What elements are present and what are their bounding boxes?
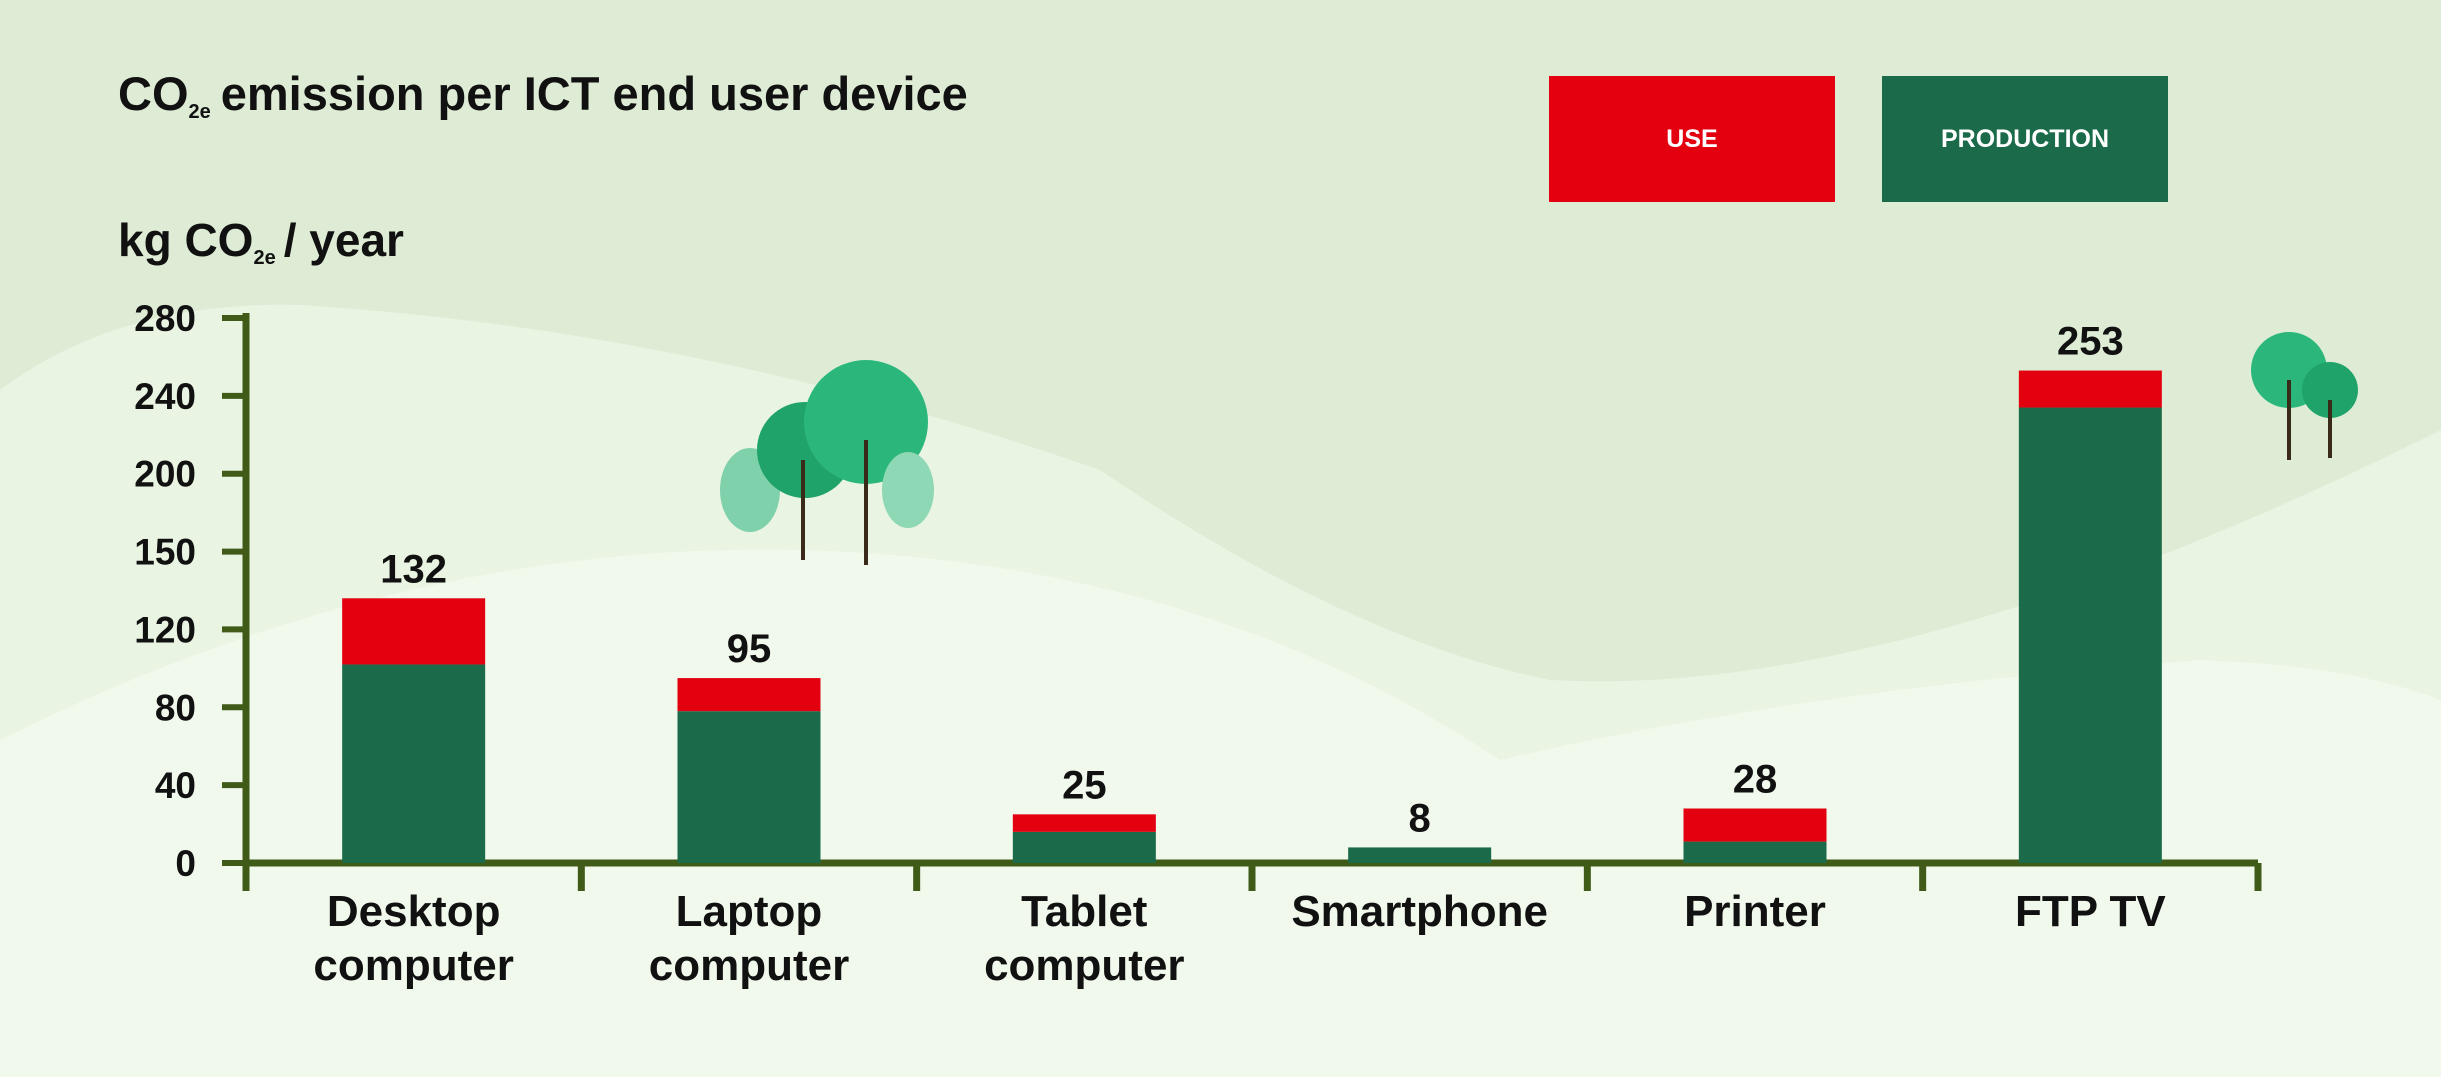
bar-segment [1348,847,1492,863]
label-part: / year [284,214,404,266]
background-wave [0,549,2441,1077]
y-tick-label: 120 [134,609,196,650]
y-tick-label: 280 [134,298,196,339]
trees [720,332,2358,565]
label-part: kg CO [118,214,253,266]
x-tick-label: Laptop computer [648,887,850,990]
legend-use: USE [1549,76,1835,202]
bar-segment [342,598,486,665]
y-tick-label: 200 [134,454,196,495]
x-tick-label: Desktop computer [313,887,514,990]
x-tick-label: Smartphone [1291,887,1549,936]
bar-segment [677,711,821,863]
x-tick-label: FTP TV [2014,887,2166,936]
chart-title: CO2e emission per ICT end user device [118,67,968,123]
bar-segment [2018,370,2162,408]
bar-segment [1683,808,1827,842]
data-label: 132 [380,547,447,591]
data-label: 25 [1062,763,1107,807]
data-label: 8 [1409,796,1431,840]
legend-production: PRODUCTION [1882,76,2168,202]
y-axis-label: kg CO2e / year [118,214,404,269]
bar-segment [342,664,486,863]
bar-segment [2018,407,2162,863]
y-tick-label: 40 [155,765,196,806]
y-tick-label: 80 [155,687,196,728]
bar-segment [1012,831,1156,863]
y-tick-label: 0 [175,843,196,884]
data-label: 253 [2057,320,2124,364]
label-subscript: 2e [253,247,275,269]
y-tick-label: 240 [134,376,196,417]
title-part: emission per ICT end user device [221,67,968,120]
bar-segment [1683,841,1827,863]
data-label: 28 [1733,758,1778,802]
title-part: CO [118,67,189,120]
bar-segment [1012,814,1156,832]
data-label: 95 [727,627,772,671]
x-tick-label: Tablet computer [984,887,1185,990]
title-subscript: 2e [189,101,211,123]
bar-segment [677,678,821,712]
x-tick-label: Printer [1684,887,1826,936]
y-tick-label: 150 [134,532,196,573]
